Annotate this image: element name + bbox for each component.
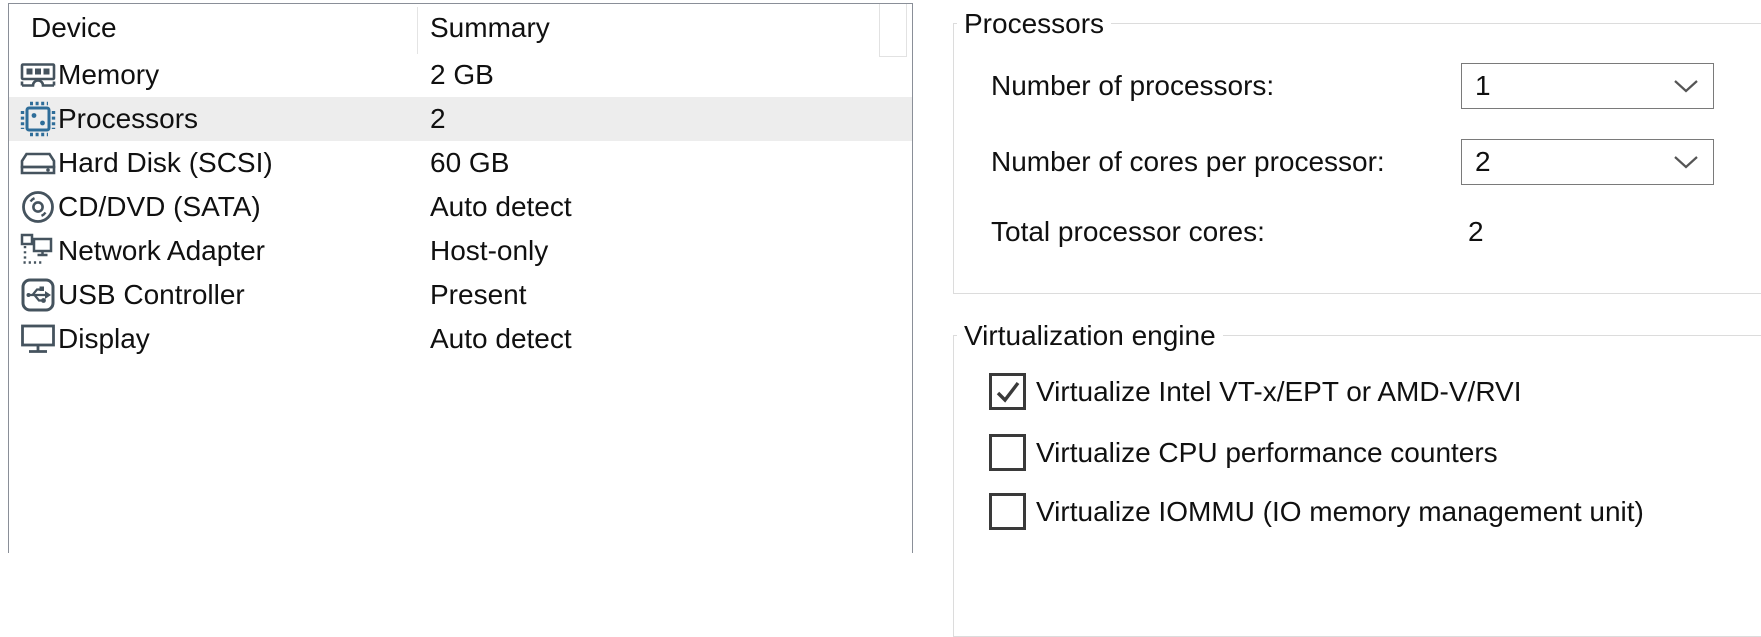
processor-icon [18, 99, 58, 139]
display-icon [18, 319, 58, 359]
device-name: CD/DVD (SATA) [58, 191, 261, 222]
chevron-down-icon [1673, 151, 1699, 173]
device-summary: Auto detect [430, 323, 572, 354]
device-summary: 2 GB [430, 59, 494, 90]
device-row-display[interactable]: Display Auto detect [9, 317, 912, 361]
cores-per-processor-value: 2 [1475, 146, 1491, 177]
cores-per-processor-select[interactable]: 2 [1461, 139, 1714, 185]
device-row-network-adapter[interactable]: Network Adapter Host-only [9, 229, 912, 273]
device-name: Network Adapter [58, 235, 265, 266]
device-row-usb-controller[interactable]: USB Controller Present [9, 273, 912, 317]
device-name: Hard Disk (SCSI) [58, 147, 273, 178]
device-name: USB Controller [58, 279, 245, 310]
virtualization-engine-title: Virtualization engine [957, 319, 1223, 353]
column-separator [417, 7, 418, 54]
device-list-header: Device Summary [9, 4, 912, 54]
cores-per-processor-label: Number of cores per processor: [991, 146, 1385, 177]
checkbox-virtualize-cpu-counters[interactable] [989, 434, 1026, 471]
number-of-processors-label: Number of processors: [991, 70, 1275, 101]
network-adapter-icon [18, 231, 58, 271]
scrollbar-thumb[interactable] [879, 4, 907, 57]
usb-icon [18, 275, 58, 315]
checkbox-virtualize-iommu[interactable] [989, 493, 1026, 530]
column-header-device: Device [31, 12, 117, 43]
device-name: Processors [58, 103, 199, 134]
checkmark-icon [996, 381, 1020, 403]
device-row-memory[interactable]: Memory 2 GB [9, 53, 912, 97]
hard-disk-icon [18, 143, 58, 183]
device-summary: Present [430, 279, 527, 310]
total-processor-cores-label: Total processor cores: [991, 216, 1265, 247]
number-of-processors-value: 1 [1475, 70, 1491, 101]
device-row-hard-disk[interactable]: Hard Disk (SCSI) 60 GB [9, 141, 912, 185]
checkbox-label: Virtualize CPU performance counters [1036, 437, 1498, 468]
processors-group-title: Processors [957, 7, 1112, 41]
device-name: Memory [58, 59, 160, 90]
checkbox-label: Virtualize IOMMU (IO memory management u… [1036, 496, 1644, 527]
hardware-device-list: Device Summary [8, 3, 913, 553]
cd-dvd-icon [18, 187, 58, 227]
memory-icon [18, 55, 58, 95]
checkbox-virtualize-vtx[interactable] [989, 373, 1026, 410]
checkbox-label: Virtualize Intel VT-x/EPT or AMD-V/RVI [1036, 376, 1522, 407]
column-header-summary: Summary [430, 12, 550, 43]
device-summary: Auto detect [430, 191, 572, 222]
virtualization-engine-group: Virtualization engine Virtualize Intel V… [953, 319, 1761, 637]
device-name: Display [58, 323, 150, 354]
processors-group: Processors Number of processors: 1 Numbe… [953, 7, 1761, 294]
device-summary: 2 [430, 103, 446, 134]
device-row-processors[interactable]: Processors 2 [9, 97, 912, 141]
number-of-processors-select[interactable]: 1 [1461, 63, 1714, 109]
total-processor-cores-value: 2 [1468, 216, 1484, 247]
device-summary: Host-only [430, 235, 549, 266]
device-summary: 60 GB [430, 147, 510, 178]
chevron-down-icon [1673, 75, 1699, 97]
device-row-cd-dvd[interactable]: CD/DVD (SATA) Auto detect [9, 185, 912, 229]
